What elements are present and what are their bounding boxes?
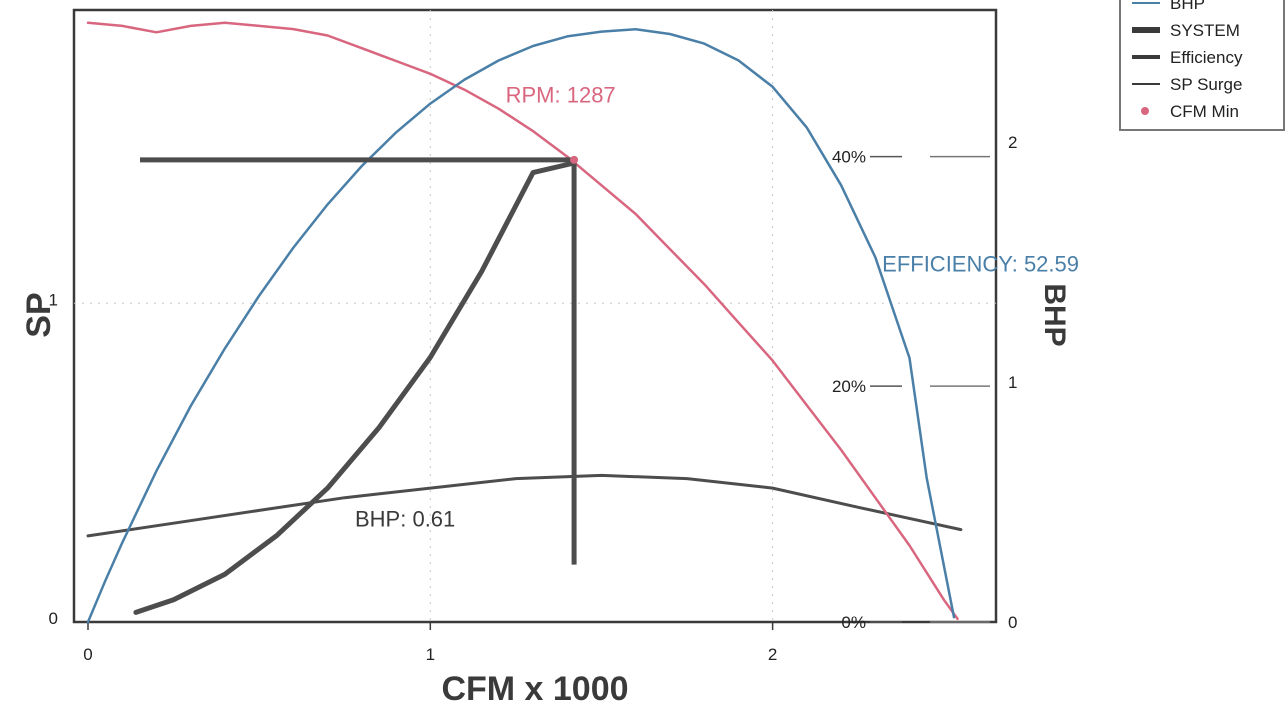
legend-label: Efficiency (1170, 48, 1243, 67)
annotation-label: BHP: 0.61 (355, 506, 455, 531)
y-axis-title: SP (20, 292, 58, 337)
annotation-label: EFFICIENCY: 52.59 (882, 251, 1079, 276)
x-tick-label: 2 (768, 645, 777, 664)
y-tick-label: 1 (49, 290, 58, 309)
legend-items: BHP SYSTEM Efficiency SP Surge CFM Min (1132, 0, 1243, 121)
operating-point-marker (570, 155, 579, 164)
legend-label: SYSTEM (1170, 21, 1240, 40)
series-bhp-line (86, 27, 956, 624)
legend-swatch (1141, 107, 1149, 115)
x-tick-label: 0 (83, 645, 92, 664)
y2-tick-label: 2 (1008, 133, 1017, 152)
annotation-label: RPM: 1287 (506, 82, 616, 107)
annotations: RPM: 1287 EFFICIENCY: 52.59 BHP: 0.61 (355, 82, 1079, 531)
y2-axis-title: BHP (1038, 283, 1071, 346)
legend: BHP SYSTEM Efficiency SP Surge CFM Min (1119, 0, 1285, 131)
series-system-line (133, 160, 577, 615)
series-sp-line (86, 21, 959, 621)
y2-tick-label: 0 (1008, 613, 1017, 632)
legend-label: CFM Min (1170, 102, 1239, 121)
series-efficiency-line (86, 473, 963, 538)
legend-label: SP Surge (1170, 75, 1242, 94)
legend-label: BHP (1170, 0, 1205, 13)
y-tick-label: 0 (49, 609, 58, 628)
x-tick-label: 1 (426, 645, 435, 664)
y2-tick-label: 1 (1008, 373, 1017, 392)
series-layer (86, 21, 963, 624)
efficiency-tick-label: 20% (832, 377, 866, 396)
efficiency-tick-label: 40% (832, 148, 866, 167)
efficiency-tick-label: 0% (841, 613, 866, 632)
grid (74, 10, 996, 622)
plot-frame (72, 8, 998, 624)
x-axis-title: CFM x 1000 (441, 670, 628, 708)
